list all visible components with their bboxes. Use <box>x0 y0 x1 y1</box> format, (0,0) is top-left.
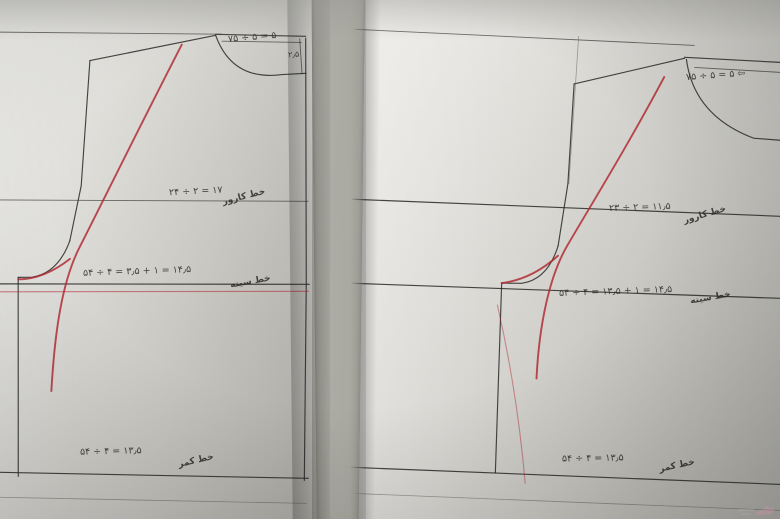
floral-watermark <box>738 501 775 516</box>
right-karvar-equation: ۲۳ ÷ ۲ = ۱۱٫۵ <box>608 200 671 215</box>
left-shoulder-slope <box>89 34 217 62</box>
right-shoulder-slope <box>573 57 686 85</box>
right-side-vertical <box>494 282 503 474</box>
left-neck-depth-bracket <box>299 38 303 75</box>
left-center-back-line <box>305 37 307 285</box>
left-waist-line <box>0 471 309 479</box>
right-waist-line <box>348 466 780 486</box>
left-neck-top-line <box>215 33 307 37</box>
left-neck-depth-measure: ۲٫۵ <box>287 49 300 60</box>
left-pattern-sheet <box>0 0 317 519</box>
left-chest-line <box>0 283 310 285</box>
right-sheet-drawing <box>348 28 780 511</box>
right-top-construction-line <box>354 28 695 46</box>
right-red-side-line <box>496 304 526 484</box>
right-neckline-curve <box>685 58 780 142</box>
right-center-front-guide <box>568 35 580 184</box>
left-red-style-line <box>50 43 183 392</box>
wall-gap-highlight <box>330 0 350 519</box>
right-armhole-curve <box>501 245 559 284</box>
left-waist-equation: ۵۴ ÷ ۴ = ۱۳٫۵ <box>79 445 142 458</box>
left-side-vertical <box>17 276 19 477</box>
right-armhole-upper-line <box>557 83 575 247</box>
wall-gap-strip <box>312 0 366 519</box>
right-red-armhole-curve <box>500 254 559 285</box>
left-neck-measure-bracket <box>221 40 302 43</box>
left-neckline-curve <box>215 34 307 76</box>
right-neck-measure-bracket <box>694 66 780 73</box>
left-center-back-lower <box>303 283 307 481</box>
left-red-armhole-curve <box>17 257 71 281</box>
left-armhole-curve <box>17 240 71 278</box>
right-karvar-line <box>352 198 780 218</box>
left-bottom-edge-line <box>0 496 307 504</box>
right-chest-line <box>351 282 780 300</box>
left-red-chest-line <box>0 290 309 293</box>
left-sheet-drawing <box>0 31 310 504</box>
right-pattern-sheet <box>348 0 780 519</box>
right-neck-top-line <box>683 56 780 64</box>
left-armhole-upper-line <box>69 60 91 242</box>
right-waist-equation: ۵۴ ÷ ۴ = ۱۳٫۵ <box>561 452 624 465</box>
left-top-construction-line <box>0 31 222 35</box>
left-karvar-line <box>0 199 309 202</box>
right-bottom-edge-line <box>349 492 780 511</box>
right-red-style-line <box>535 76 666 380</box>
